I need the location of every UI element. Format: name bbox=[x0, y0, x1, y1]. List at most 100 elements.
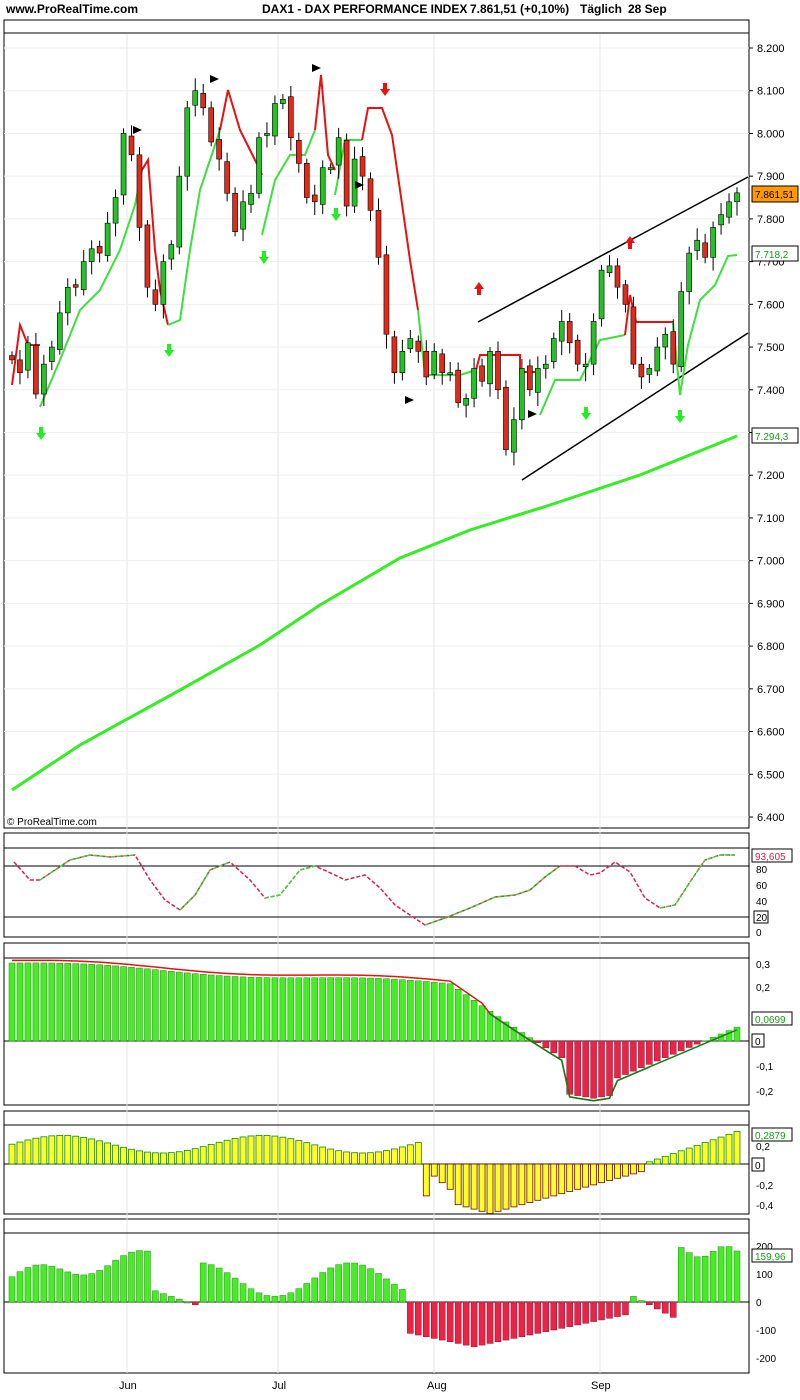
momentum-bar bbox=[486, 1163, 494, 1214]
momentum-bar bbox=[327, 1148, 335, 1165]
momentum-bar bbox=[574, 1163, 582, 1190]
cci-bar bbox=[152, 1290, 159, 1303]
momentum-bar bbox=[96, 1140, 104, 1165]
macd-bar bbox=[470, 1000, 478, 1042]
macd-value-label: 0,0699 bbox=[755, 1015, 786, 1026]
cci-bar bbox=[494, 1301, 502, 1343]
momentum-bar bbox=[255, 1135, 263, 1165]
cci-bar bbox=[207, 1264, 215, 1303]
momentum-bar bbox=[550, 1163, 558, 1197]
momentum-bar bbox=[32, 1137, 40, 1165]
macd-bar bbox=[80, 963, 87, 1042]
macd-bar bbox=[590, 1040, 597, 1099]
candle-body bbox=[41, 363, 47, 395]
marker-triangle bbox=[355, 181, 364, 189]
candle-body bbox=[718, 214, 724, 226]
cci-bar bbox=[136, 1250, 143, 1303]
macd-tick-0: 0 bbox=[755, 1037, 761, 1048]
candle-body bbox=[168, 244, 175, 260]
momentum-bar bbox=[478, 1163, 486, 1212]
momentum-bar bbox=[223, 1139, 231, 1165]
date-label: 28 Sep bbox=[628, 2, 667, 16]
momentum-bar bbox=[191, 1148, 199, 1165]
macd-bar bbox=[136, 967, 143, 1042]
price-tick-label: 6.600 bbox=[757, 727, 785, 739]
momentum-bar bbox=[247, 1135, 255, 1165]
macd-bar bbox=[303, 977, 311, 1042]
macd-bar bbox=[144, 968, 151, 1042]
macd-bar bbox=[56, 962, 64, 1042]
macd-bar bbox=[112, 965, 119, 1042]
cci-bar bbox=[717, 1246, 725, 1303]
candle-body bbox=[303, 163, 310, 198]
momentum-bar bbox=[335, 1150, 343, 1165]
macd-bar bbox=[16, 962, 24, 1042]
momentum-bar bbox=[383, 1150, 390, 1165]
candle-body bbox=[160, 261, 167, 305]
candle-body bbox=[487, 351, 493, 385]
osc-value-badge bbox=[751, 848, 793, 863]
cci-bar bbox=[454, 1301, 462, 1344]
buy-arrow bbox=[36, 427, 46, 440]
macd-bar bbox=[391, 978, 398, 1042]
cci-bar bbox=[335, 1264, 342, 1303]
cci-bar bbox=[486, 1301, 494, 1344]
momentum-bar bbox=[614, 1163, 621, 1179]
macd-bar bbox=[351, 977, 358, 1042]
macd-bar bbox=[423, 981, 430, 1042]
cci-bar bbox=[199, 1262, 207, 1303]
candle-body bbox=[64, 286, 71, 314]
candle-body bbox=[33, 345, 39, 395]
cci-bar bbox=[144, 1250, 151, 1303]
macd-bar bbox=[550, 1040, 558, 1054]
oscillator-line-up bbox=[264, 865, 316, 899]
momentum-bar bbox=[120, 1146, 127, 1165]
macd-bar bbox=[279, 977, 287, 1042]
candle-body bbox=[192, 90, 199, 106]
cci-tick-neg-100: -100 bbox=[756, 1326, 776, 1337]
cci-bar bbox=[263, 1295, 271, 1303]
candle-body bbox=[335, 137, 342, 166]
candle-body bbox=[280, 98, 286, 104]
cci-bar bbox=[733, 1250, 741, 1303]
macd-bar bbox=[399, 979, 406, 1042]
momentum-bar bbox=[80, 1136, 88, 1165]
mom-tick-0: 0 bbox=[755, 1161, 761, 1172]
cci-bar bbox=[670, 1301, 677, 1318]
momentum-bars bbox=[8, 1131, 741, 1214]
cci-bar bbox=[40, 1264, 48, 1303]
macd-bar bbox=[24, 962, 32, 1042]
candle-body bbox=[447, 372, 453, 375]
osc-tick-80: 80 bbox=[756, 865, 768, 876]
cci-bar bbox=[24, 1267, 32, 1303]
candle-body bbox=[606, 265, 613, 274]
macd-bar bbox=[152, 969, 159, 1042]
momentum-bar bbox=[128, 1148, 135, 1165]
macd-bar bbox=[614, 1040, 621, 1079]
candle-body bbox=[455, 369, 461, 403]
candle-body bbox=[296, 139, 302, 164]
cci-bar bbox=[725, 1246, 733, 1303]
ma-badge bbox=[751, 427, 799, 444]
month-label-sep: Sep bbox=[591, 1380, 611, 1392]
macd-bar bbox=[120, 966, 127, 1042]
price-tick-label: 6.700 bbox=[757, 684, 785, 696]
momentum-bar bbox=[375, 1151, 382, 1165]
cci-bar bbox=[184, 1301, 191, 1304]
candle-body bbox=[264, 133, 270, 136]
momentum-bar bbox=[88, 1138, 96, 1165]
osc-tick-40: 40 bbox=[756, 897, 768, 908]
momentum-bar bbox=[661, 1155, 669, 1165]
period-label: Täglich bbox=[580, 2, 622, 16]
macd-bar bbox=[335, 977, 342, 1042]
channel-lower-line bbox=[521, 332, 749, 481]
macd-bar bbox=[662, 1040, 669, 1058]
momentum-bar bbox=[112, 1144, 119, 1165]
candle-body bbox=[622, 284, 629, 305]
macd-bar bbox=[494, 1016, 502, 1042]
macd-zero-box bbox=[751, 1033, 765, 1048]
momentum-bar bbox=[295, 1140, 303, 1165]
cci-bar bbox=[271, 1296, 279, 1303]
momentum-bar bbox=[175, 1151, 183, 1165]
candle-body bbox=[9, 355, 15, 361]
